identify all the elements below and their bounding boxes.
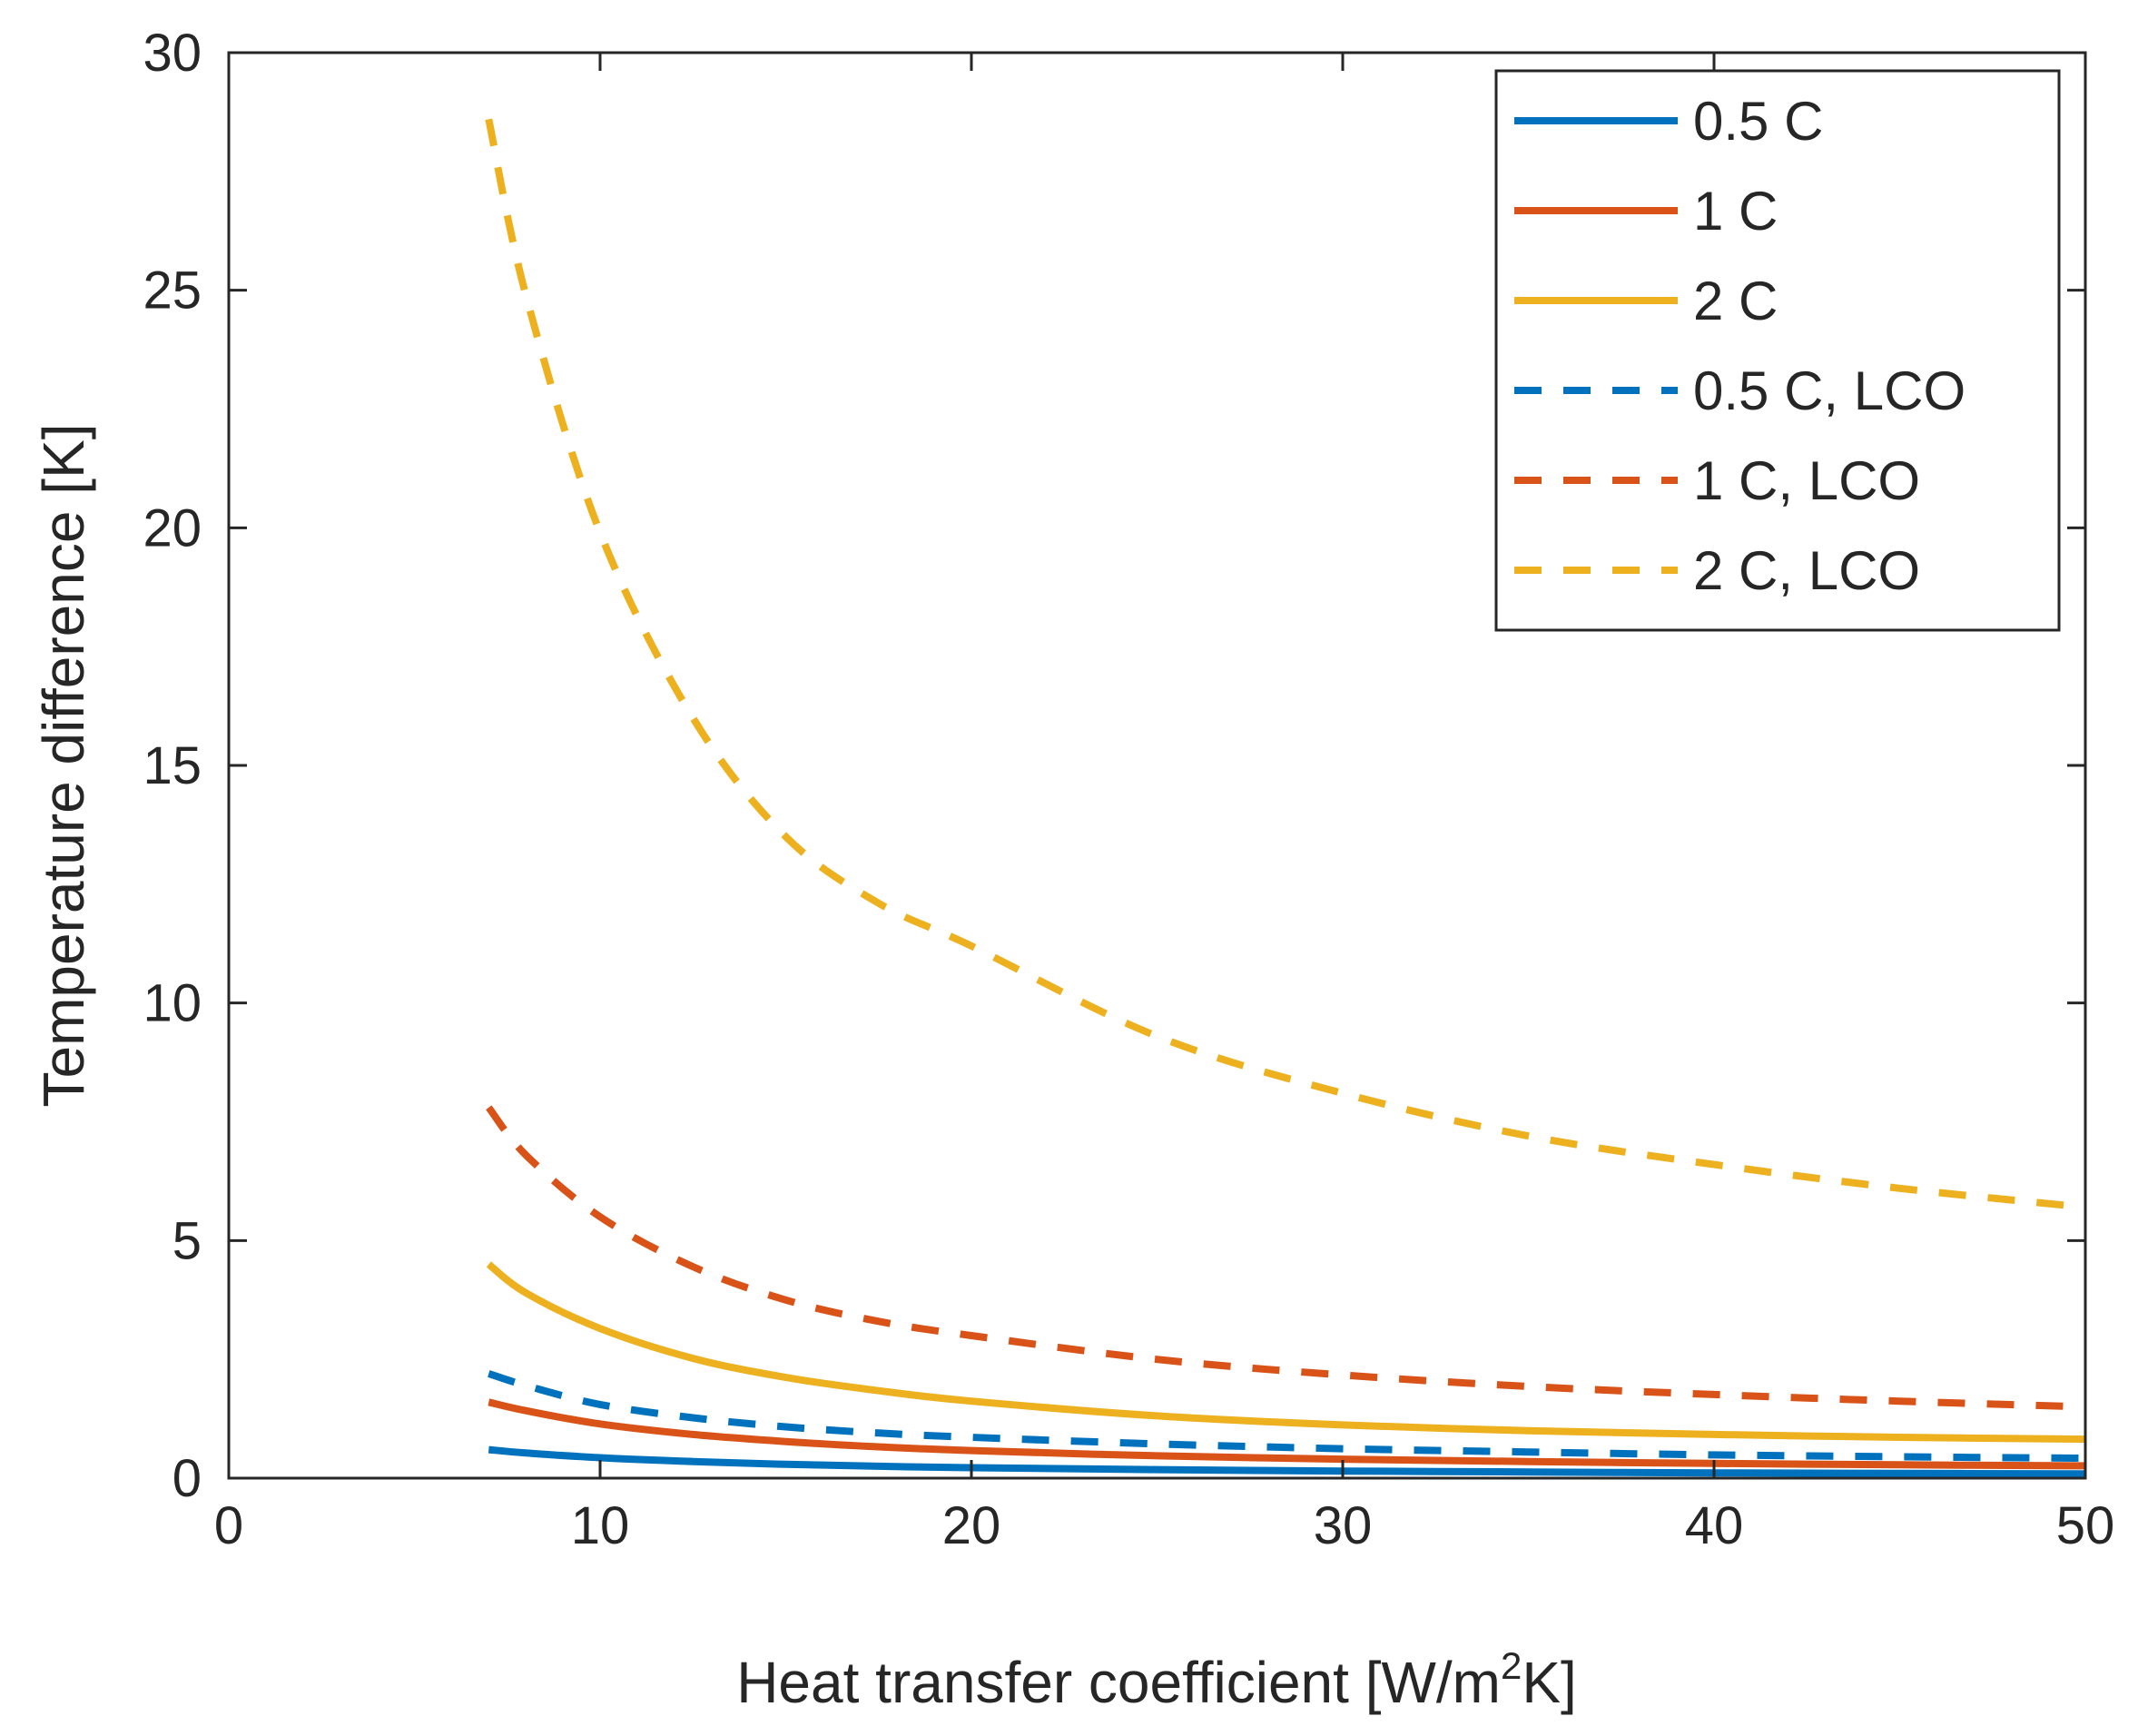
- series-line-1-c-lco: [486, 1105, 2086, 1411]
- x-tick-label: 30: [1314, 1496, 1373, 1555]
- x-tick-label: 10: [571, 1496, 630, 1555]
- legend-label: 2 C, LCO: [1693, 540, 1920, 601]
- x-tick-label: 40: [1685, 1496, 1744, 1555]
- legend-label: 2 C: [1693, 271, 1778, 331]
- series-line-1-c: [488, 1398, 2086, 1470]
- series-line-0-5-c: [488, 1445, 2086, 1478]
- y-tick-label: 0: [172, 1449, 202, 1508]
- y-tick-label: 5: [172, 1211, 202, 1270]
- y-tick-label: 20: [143, 498, 202, 557]
- legend-box: [1494, 69, 2061, 632]
- legend-label: 0.5 C: [1693, 91, 1823, 152]
- series-line-2-c: [486, 1261, 2086, 1444]
- y-tick-label: 10: [143, 974, 202, 1033]
- series-line-0-5-c-lco: [488, 1370, 2086, 1462]
- y-tick-label: 30: [143, 24, 202, 83]
- y-axis-label: Temperature difference [K]: [31, 424, 96, 1108]
- legend-label: 1 C, LCO: [1693, 450, 1920, 511]
- x-tick-label: 20: [942, 1496, 1001, 1555]
- legend-label: 0.5 C, LCO: [1693, 360, 1966, 421]
- x-axis-label-tail: K]: [1522, 1650, 1576, 1715]
- x-tick-label: 50: [2056, 1496, 2115, 1555]
- y-tick-label: 15: [143, 736, 202, 795]
- series-layer: [485, 118, 2086, 1478]
- x-tick-label: 0: [214, 1496, 243, 1555]
- axes-box: [227, 51, 2087, 1480]
- series-line-2-c-lco: [485, 118, 2086, 1211]
- x-axis-label-superscript: 2: [1501, 1644, 1522, 1687]
- x-axis-label-main: Heat transfer coefficient [W/m: [736, 1650, 1501, 1715]
- legend: 0.5 C 1 C 2 C 0.5 C, LCO 1 C, LCO 2 C, LCO: [1494, 69, 2061, 632]
- y-tick-label: 25: [143, 261, 202, 321]
- x-axis-label: Heat transfer coefficient [W/m2K]: [736, 1644, 1577, 1715]
- tick-labels-layer: 0 10 20 30 40 50 0 5 10 15 20 25 30: [143, 24, 2114, 1555]
- legend-label: 1 C: [1693, 181, 1778, 242]
